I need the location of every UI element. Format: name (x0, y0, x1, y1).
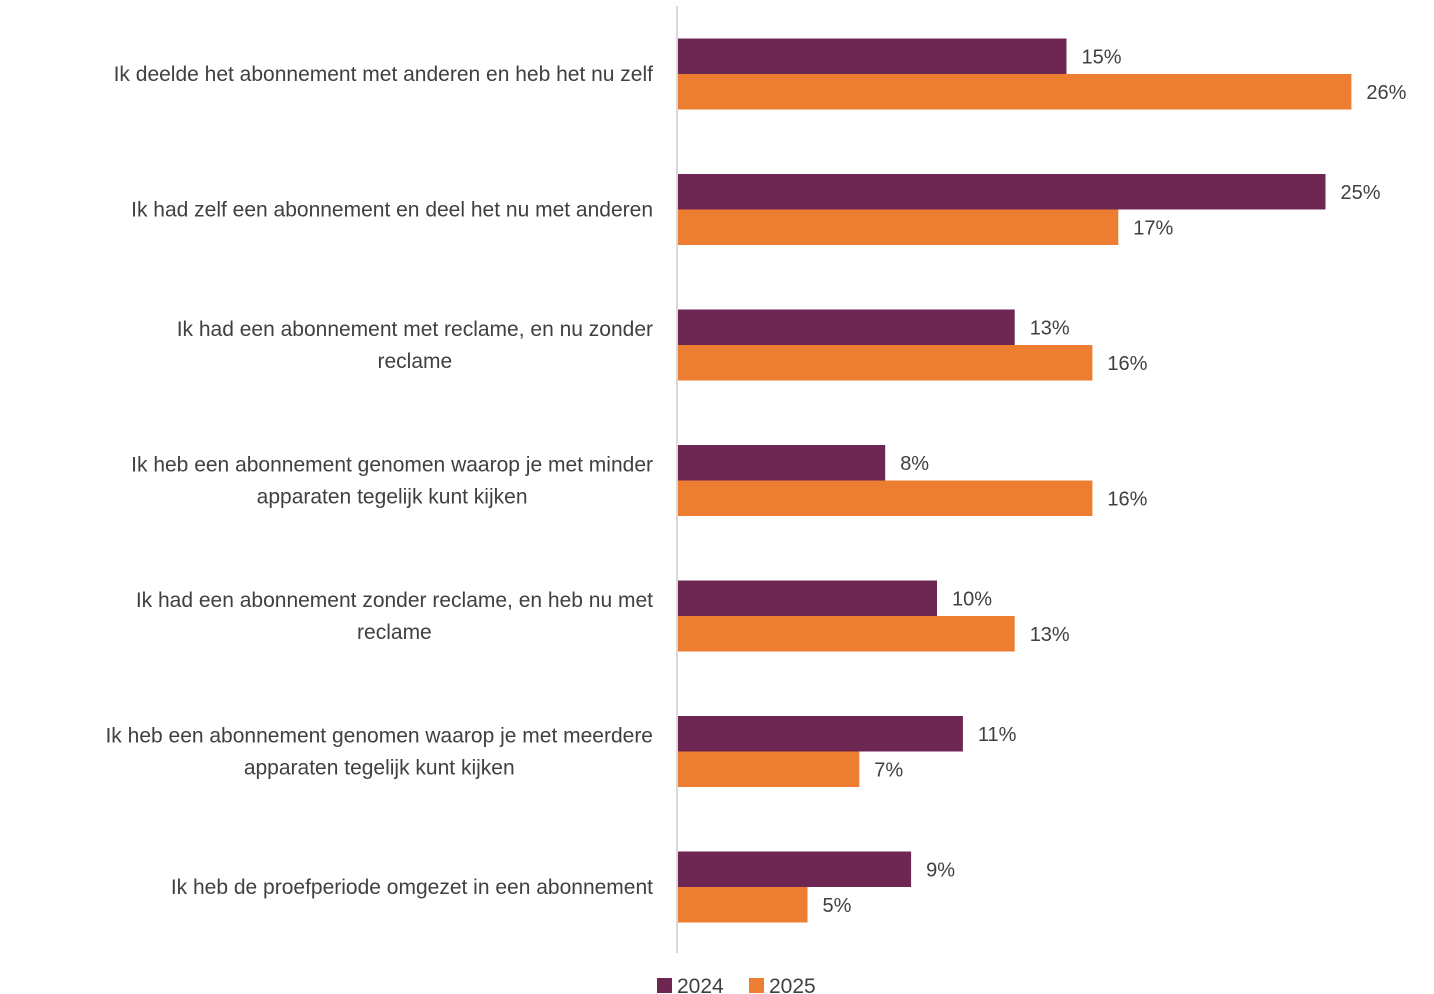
category-labels-layer: Ik deelde het abonnement met anderen en … (105, 63, 653, 899)
bars-layer (678, 38, 1352, 923)
value-label-2025-3: 16% (1107, 353, 1147, 375)
bar-2025-3 (678, 345, 1093, 381)
bar-2025-7 (678, 887, 808, 923)
value-label-2025-1: 26% (1366, 82, 1406, 104)
legend-swatch (749, 978, 764, 993)
bar-2024-4 (678, 445, 886, 481)
legend-item-2024: 2024 (657, 975, 724, 994)
legend-swatch (657, 978, 672, 993)
category-label-4: Ik heb een abonnement genomen waarop je … (131, 454, 653, 509)
value-label-2025-4: 16% (1107, 488, 1147, 510)
value-label-2025-6: 7% (874, 759, 903, 781)
category-label-line: Ik heb de proefperiode omgezet in een ab… (171, 876, 653, 899)
legend-item-2025: 2025 (749, 975, 816, 994)
category-label-line: Ik had zelf een abonnement en deel het n… (131, 199, 653, 222)
bar-2024-1 (678, 38, 1067, 74)
legend-label: 2025 (769, 975, 816, 994)
category-label-line: Ik heb een abonnement genomen waarop je … (105, 725, 653, 748)
value-label-2024-7: 9% (926, 859, 955, 881)
value-label-2025-7: 5% (823, 895, 852, 917)
category-label-2: Ik had zelf een abonnement en deel het n… (131, 199, 653, 222)
legend-label: 2024 (677, 975, 724, 994)
bar-2024-5 (678, 580, 937, 616)
bar-2025-2 (678, 209, 1119, 245)
category-label-line: Ik deelde het abonnement met anderen en … (114, 63, 654, 86)
value-label-2024-6: 11% (978, 724, 1017, 746)
value-label-2024-1: 15% (1082, 46, 1122, 68)
bar-2025-4 (678, 480, 1093, 516)
bar-2024-2 (678, 174, 1326, 210)
bar-2025-1 (678, 74, 1352, 110)
category-label-6: Ik heb een abonnement genomen waarop je … (105, 725, 653, 780)
bar-2024-7 (678, 851, 912, 887)
value-label-2025-5: 13% (1030, 624, 1070, 646)
legend: 2024 2025 (657, 975, 816, 994)
category-label-line: Ik had een abonnement zonder reclame, en… (136, 589, 653, 612)
value-label-2024-5: 10% (952, 588, 992, 610)
category-label-3: Ik had een abonnement met reclame, en nu… (177, 318, 653, 373)
value-labels-layer: 15% 26% 25% 17% 13% 16% 8% 16% 10% 13% 11% 7% 9% 5% (823, 46, 1407, 917)
category-label-line: Ik had een abonnement met reclame, en nu… (177, 318, 653, 341)
category-label-1: Ik deelde het abonnement met anderen en … (114, 63, 654, 86)
value-label-2025-2: 17% (1133, 217, 1173, 239)
value-label-2024-3: 13% (1030, 317, 1070, 339)
value-label-2024-4: 8% (900, 453, 929, 475)
category-label-line: reclame (357, 621, 432, 644)
bar-2025-5 (678, 616, 1015, 652)
category-label-line: apparaten tegelijk kunt kijken (244, 757, 515, 780)
bar-2024-6 (678, 716, 963, 752)
category-label-line: Ik heb een abonnement genomen waarop je … (131, 454, 653, 477)
value-label-2024-2: 25% (1341, 182, 1381, 204)
bar-2025-6 (678, 751, 860, 787)
category-label-5: Ik had een abonnement zonder reclame, en… (136, 589, 653, 644)
category-label-7: Ik heb de proefperiode omgezet in een ab… (171, 876, 653, 899)
category-label-line: apparaten tegelijk kunt kijken (257, 486, 528, 509)
category-label-line: reclame (377, 350, 452, 373)
bar-2024-3 (678, 309, 1015, 345)
